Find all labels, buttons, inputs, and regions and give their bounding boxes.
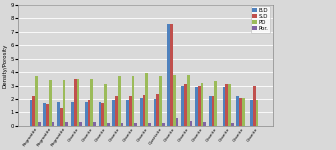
Y-axis label: Density/Porosity: Density/Porosity <box>3 43 8 88</box>
Bar <box>170 24 173 126</box>
Bar <box>98 102 101 126</box>
Bar <box>126 100 129 126</box>
Bar <box>190 120 192 126</box>
Bar <box>134 123 137 126</box>
Bar <box>63 80 66 126</box>
Bar <box>162 123 165 126</box>
Bar <box>66 122 68 126</box>
Bar <box>181 85 184 126</box>
Bar <box>71 102 74 126</box>
Bar <box>129 96 132 126</box>
Bar <box>112 100 115 126</box>
Bar <box>187 75 190 126</box>
Bar <box>77 79 79 126</box>
Bar <box>176 118 178 126</box>
Bar <box>30 100 33 126</box>
Bar <box>33 96 35 126</box>
Bar <box>253 85 256 126</box>
Legend: B.D, S.D, PD, Por.: B.D, S.D, PD, Por. <box>251 6 270 33</box>
Bar <box>231 123 234 126</box>
Bar <box>167 24 170 126</box>
Bar <box>228 84 231 126</box>
Bar <box>85 102 88 126</box>
Bar <box>198 85 201 126</box>
Bar <box>38 122 41 126</box>
Bar <box>222 87 225 126</box>
Bar <box>49 80 52 126</box>
Bar <box>57 102 60 126</box>
Bar <box>239 98 242 126</box>
Bar <box>195 87 198 126</box>
Bar <box>148 123 151 126</box>
Bar <box>140 98 143 126</box>
Bar <box>225 84 228 126</box>
Bar <box>157 94 159 126</box>
Bar <box>52 122 54 126</box>
Bar <box>46 104 49 126</box>
Bar <box>107 123 110 126</box>
Bar <box>35 76 38 126</box>
Bar <box>118 76 121 126</box>
Bar <box>159 76 162 126</box>
Bar <box>79 122 82 126</box>
Bar <box>145 73 148 126</box>
Bar <box>242 98 245 126</box>
Bar <box>101 103 104 126</box>
Bar <box>173 75 176 126</box>
Bar <box>184 84 187 126</box>
Bar <box>143 95 145 126</box>
Bar <box>88 100 90 126</box>
Bar <box>201 83 203 126</box>
Bar <box>74 79 77 126</box>
Bar <box>121 123 123 126</box>
Bar <box>104 84 107 126</box>
Bar <box>203 122 206 126</box>
Bar <box>132 76 134 126</box>
Bar <box>250 100 253 126</box>
Bar <box>93 122 96 126</box>
Bar <box>90 79 93 126</box>
Bar <box>214 81 217 126</box>
Bar <box>60 108 63 126</box>
Bar <box>236 96 239 126</box>
Bar <box>43 103 46 126</box>
Bar <box>209 96 212 126</box>
Bar <box>154 99 157 126</box>
Bar <box>115 96 118 126</box>
Bar <box>256 100 258 126</box>
Bar <box>212 96 214 126</box>
